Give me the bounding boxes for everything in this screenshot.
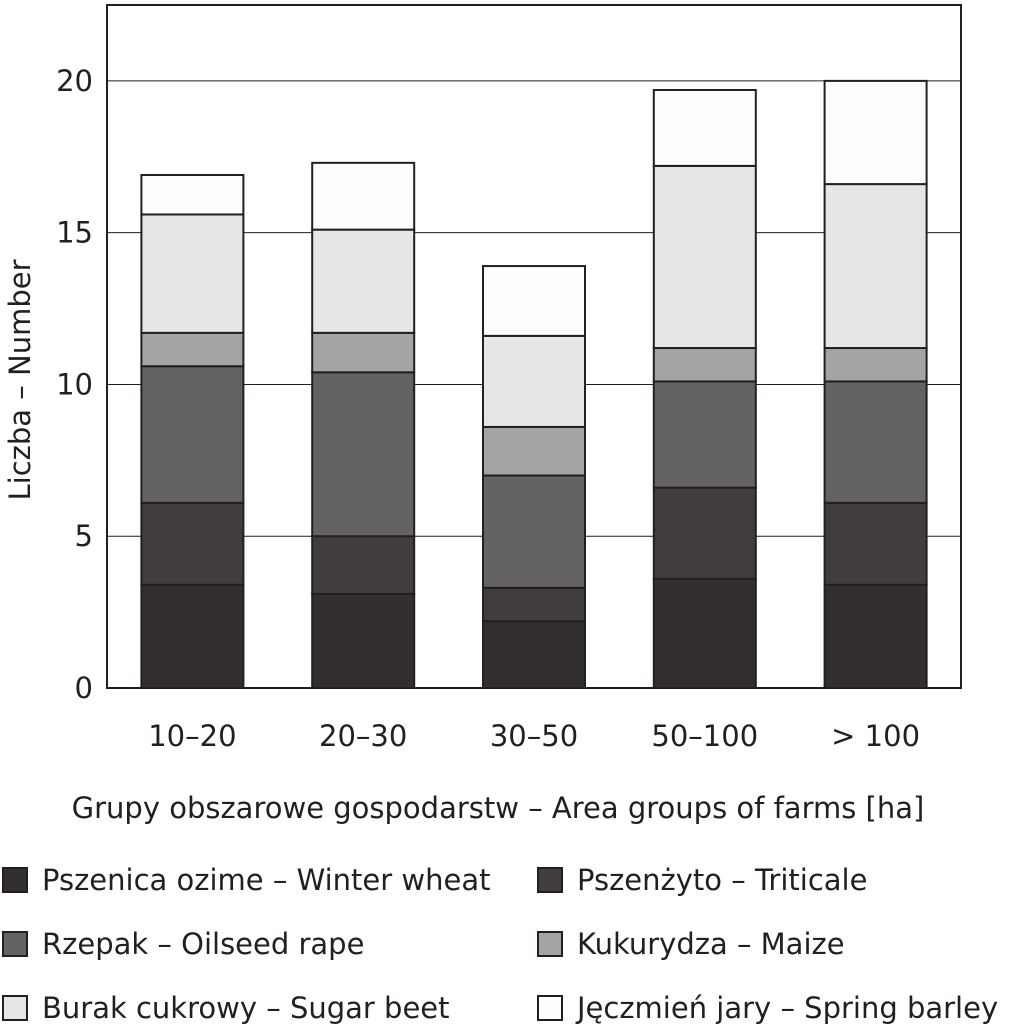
plot-frame [106, 4, 962, 689]
legend-swatch [537, 995, 563, 1021]
x-tick-label: 10–20 [148, 719, 236, 753]
legend-swatch [2, 995, 28, 1021]
x-tick-label: > 100 [831, 719, 920, 753]
bar-segment [482, 620, 586, 689]
legend-swatch [537, 867, 563, 893]
bar-segment [311, 331, 416, 374]
bar-segment [482, 425, 586, 477]
bar-segment [823, 501, 928, 586]
bar-segment [482, 474, 586, 589]
bar-segment [311, 228, 416, 334]
bar-segment [311, 161, 416, 231]
legend-swatch [2, 867, 28, 893]
bar-segment [140, 365, 245, 504]
legend-swatch [2, 931, 28, 957]
bar-segment [482, 586, 586, 623]
legend-item-spring-barley: Jęczmień jary – Spring barley [537, 988, 998, 1028]
legend-item-winter-wheat: Pszenica ozime – Winter wheat [2, 860, 490, 900]
y-axis-ticks: 0 5 10 15 20 [56, 64, 93, 705]
legend-label: Jęczmień jary – Spring barley [577, 991, 999, 1025]
bar-segment [140, 173, 245, 216]
stacked-bar-chart: 0 5 10 15 20 10–20 20–30 30–50 50–100 > 100 Licz… [3, 4, 962, 825]
bars [140, 79, 928, 690]
bar-segment [652, 164, 757, 350]
y-tick-label: 5 [75, 519, 93, 553]
bar-segment [482, 334, 586, 428]
bar-segment [823, 183, 928, 350]
bar-segment [652, 577, 757, 689]
legend-label: Kukurydza – Maize [577, 927, 845, 961]
legend-item-triticale: Pszenżyto – Triticale [537, 860, 867, 900]
bar-segment [652, 380, 757, 489]
bar-segment [140, 583, 245, 690]
bar-segment [482, 265, 586, 337]
bar-segment [823, 380, 928, 504]
bar-segment [140, 331, 245, 368]
x-axis-ticks: 10–20 20–30 30–50 50–100 > 100 [148, 719, 920, 753]
bar-segment [311, 592, 416, 689]
x-tick-label: 50–100 [651, 719, 758, 753]
bar-segment [311, 535, 416, 595]
legend-item-sugar-beet: Burak cukrowy – Sugar beet [2, 988, 450, 1028]
bar-segment [652, 347, 757, 383]
x-tick-label: 20–30 [319, 719, 407, 753]
legend-label: Pszenżyto – Triticale [577, 863, 868, 897]
legend-label: Rzepak – Oilseed rape [42, 927, 365, 961]
legend: Pszenica ozime – Winter wheat Pszenżyto … [0, 850, 1024, 1029]
y-tick-label: 15 [56, 216, 93, 250]
legend-label: Pszenica ozime – Winter wheat [42, 863, 491, 897]
bar-segment [311, 371, 416, 538]
legend-label: Burak cukrowy – Sugar beet [42, 991, 450, 1025]
bar-segment [823, 347, 928, 383]
y-tick-label: 20 [56, 64, 93, 98]
bar-segment [140, 213, 245, 334]
x-axis-label: Grupy obszarowe gospodarstw – Area group… [72, 791, 925, 825]
legend-item-oilseed-rape: Rzepak – Oilseed rape [2, 924, 364, 964]
y-axis-label: Liczba – Number [3, 259, 37, 500]
y-tick-label: 0 [75, 671, 93, 705]
legend-swatch [537, 931, 563, 957]
bar-segment [823, 583, 928, 690]
x-tick-label: 30–50 [490, 719, 578, 753]
bar-segment [823, 79, 928, 186]
bar-segment [652, 486, 757, 580]
bar-segment [140, 501, 245, 586]
y-tick-label: 10 [56, 367, 93, 401]
bar-segment [652, 88, 757, 167]
legend-item-maize: Kukurydza – Maize [537, 924, 845, 964]
